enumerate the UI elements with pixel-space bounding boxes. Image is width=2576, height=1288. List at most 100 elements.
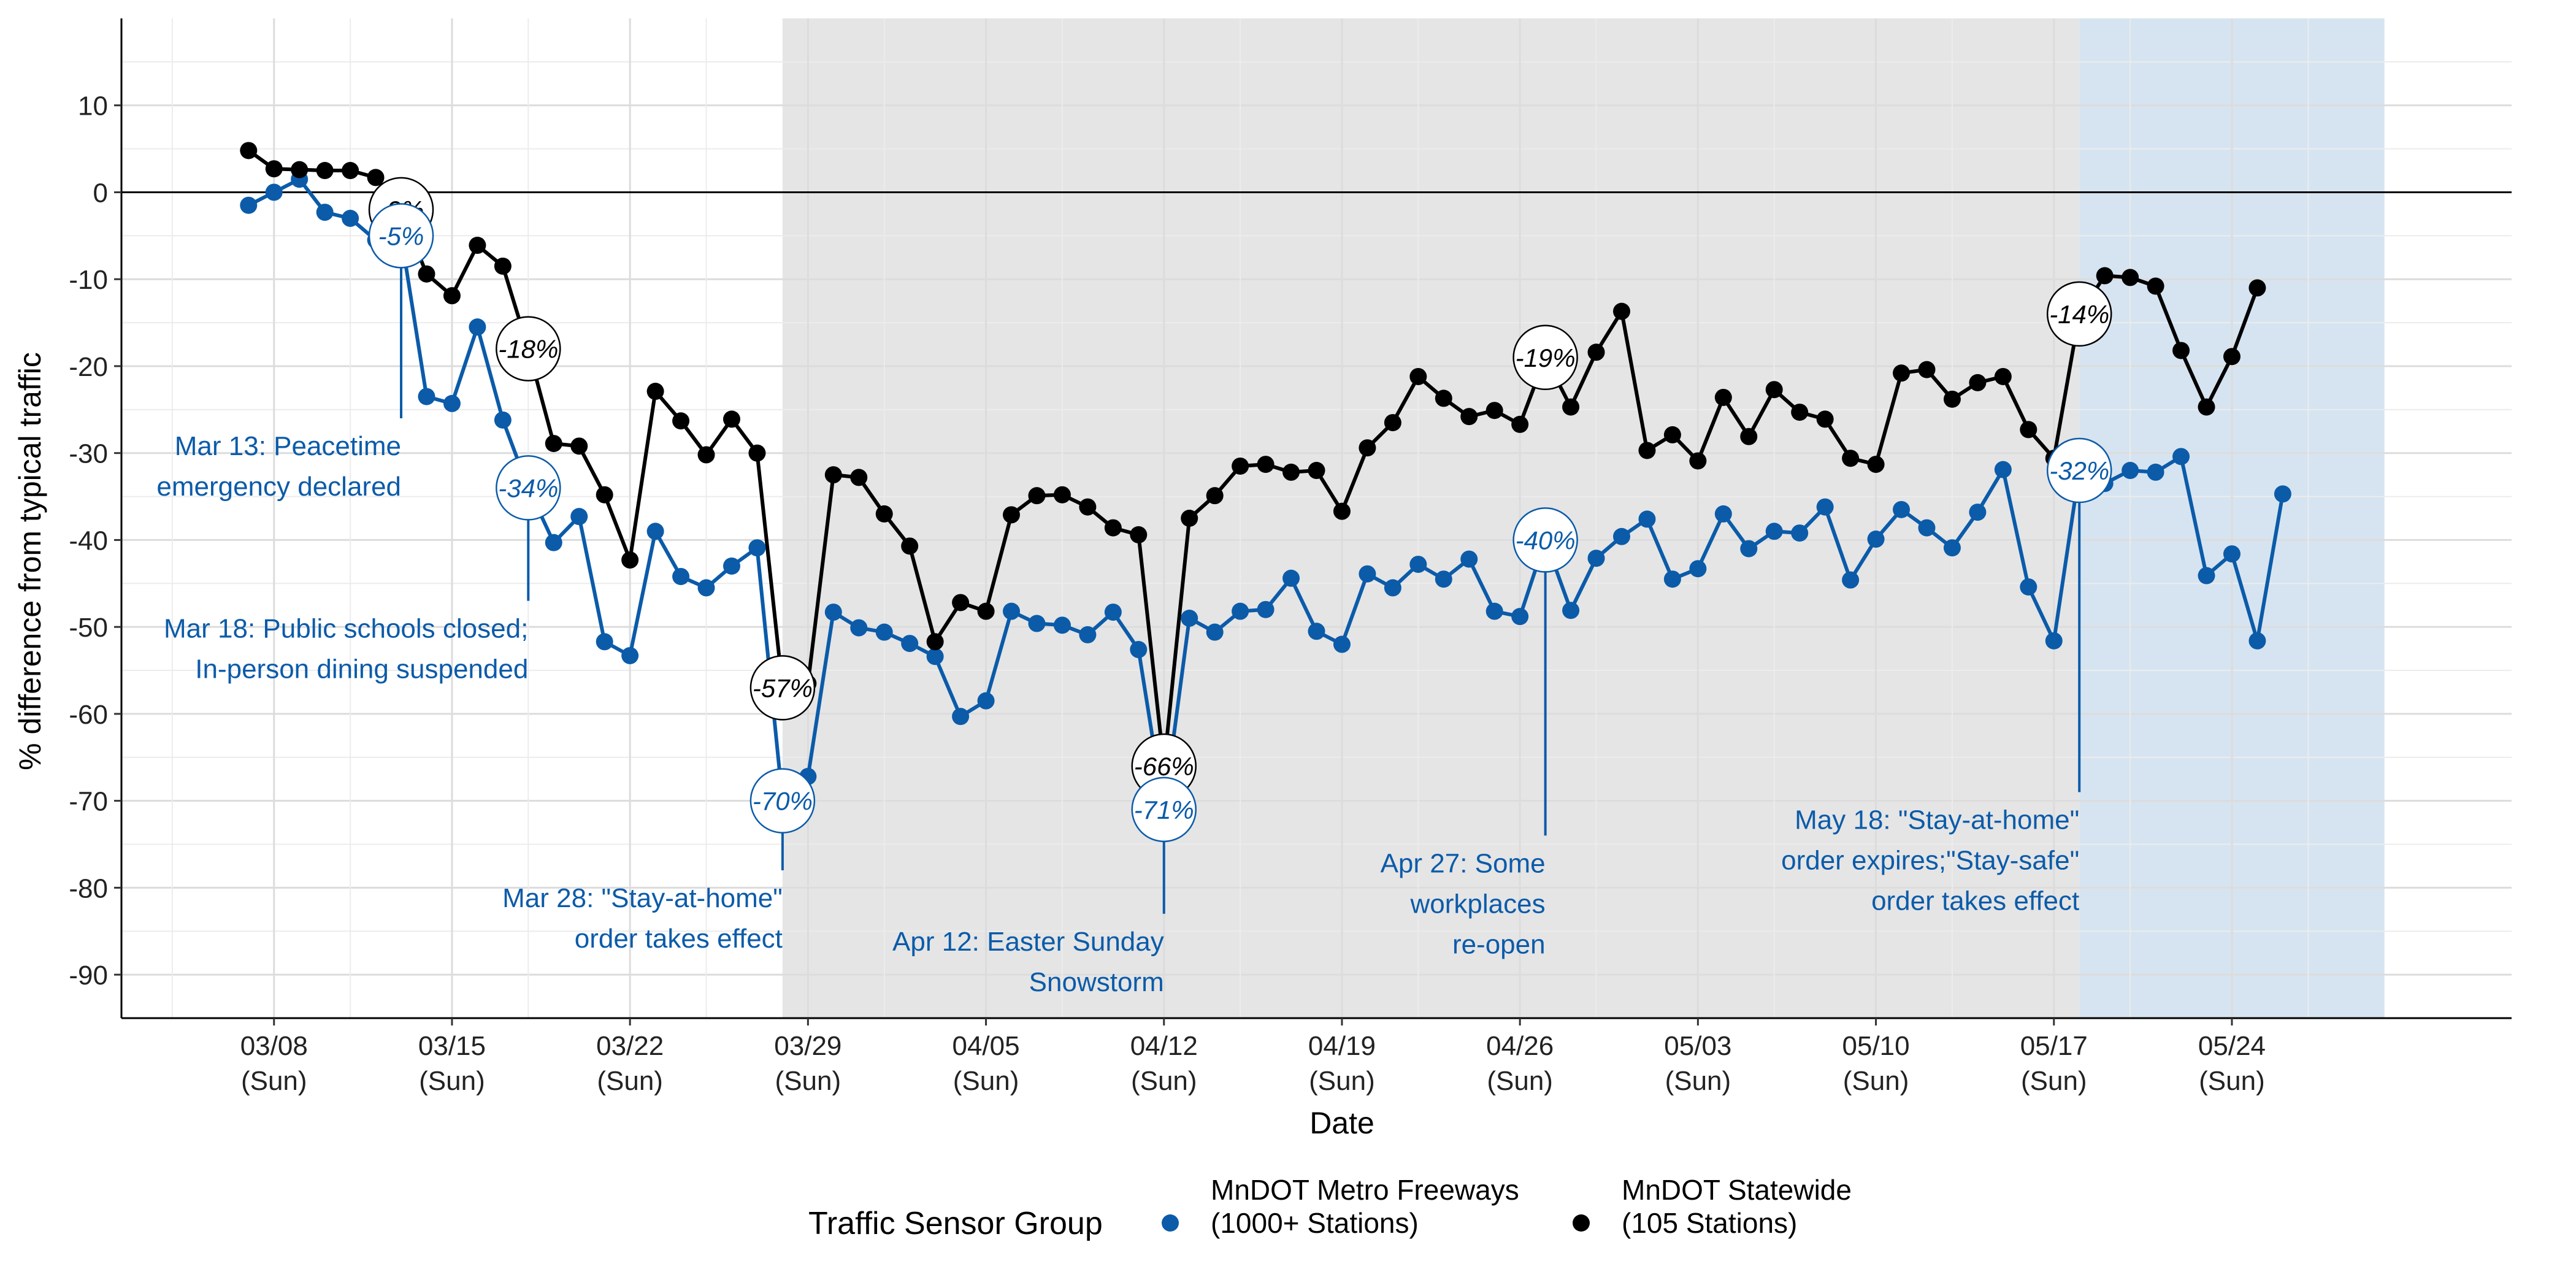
axes: 10 0 -10 -20 -30 -40 -50 -60 -70 -80 -90 03/08 (Sun)… [69, 18, 2512, 1096]
legend: Traffic Sensor Group MnDOT Metro Freeway… [808, 1174, 1852, 1241]
series-point-1 [1181, 510, 1198, 527]
series-point-0 [1816, 498, 1834, 516]
series-point-1 [265, 160, 283, 178]
value-label: -18% [498, 335, 558, 364]
series-point-1 [1308, 462, 1325, 480]
y-tick-label: -10 [69, 265, 108, 295]
series-point-0 [1232, 602, 1249, 620]
value-label-circle [1512, 507, 1578, 573]
series-point-1 [1740, 427, 1758, 445]
series-point-1 [1867, 456, 1885, 473]
series-point-0 [748, 539, 766, 557]
series-point-1 [850, 469, 868, 486]
series-point-0 [1842, 571, 1860, 589]
series-point-0 [1104, 604, 1122, 621]
series-point-0 [2198, 567, 2215, 585]
value-label: -57% [753, 673, 813, 702]
series-point-1 [672, 412, 690, 430]
series-point-1 [2248, 279, 2266, 297]
series-point-0 [2147, 463, 2164, 481]
series-point-0 [952, 708, 970, 726]
series-point-0 [1181, 610, 1198, 627]
x-tick-label: 05/10 [1842, 1031, 1910, 1061]
series-point-0 [901, 635, 919, 653]
value-label: -40% [1516, 526, 1576, 554]
x-tick-sublabel: (Sun) [241, 1066, 307, 1096]
x-tick-sublabel: (Sun) [2021, 1066, 2087, 1096]
annotation-text: order takes effect [1871, 886, 2079, 916]
series-point-1 [1053, 486, 1071, 504]
series-point-0 [926, 648, 944, 665]
value-label: -66% [1134, 752, 1194, 781]
x-tick-label: 03/08 [240, 1031, 308, 1061]
y-tick-label: 0 [93, 178, 108, 208]
series-point-0 [1282, 569, 1300, 587]
x-tick-label: 05/24 [2198, 1031, 2266, 1061]
annotation-lines [400, 236, 2081, 914]
value-label-circle [749, 768, 816, 834]
series-point-1 [1232, 457, 1249, 475]
series-point-1 [494, 257, 512, 275]
y-tick-label: -80 [69, 873, 108, 903]
value-label: -34% [498, 473, 558, 502]
value-label-circle [496, 316, 561, 381]
series-point-0 [1485, 602, 1503, 620]
series-point-0 [2172, 448, 2190, 466]
series-point-1 [621, 551, 639, 569]
series-point-0 [2223, 545, 2241, 563]
series-point-0 [316, 204, 334, 221]
annotation-text: Mar 18: Public schools closed; [164, 614, 528, 644]
y-tick-label: 10 [78, 91, 108, 121]
series-point-0 [1663, 570, 1681, 588]
series-point-1 [1003, 506, 1021, 524]
annotation-text: In-person dining suspended [195, 654, 528, 684]
series-point-1 [1333, 502, 1351, 520]
annotation-text: workplaces [1410, 889, 1546, 919]
legend-label-1: MnDOT Statewide [1622, 1174, 1852, 1206]
series-point-1 [1638, 442, 1656, 459]
series-point-1 [2198, 398, 2215, 416]
annotation-text: Mar 28: "Stay-at-home" [502, 883, 783, 913]
series-point-0 [646, 523, 664, 540]
series-point-1 [1587, 343, 1605, 361]
series-point-1 [570, 437, 588, 455]
y-tick-label: -60 [69, 700, 108, 730]
annotation-texts: Mar 13: Peacetime emergency declared Mar 1… [156, 431, 2079, 997]
series-point-0 [265, 183, 283, 201]
series-point-1 [1384, 414, 1401, 432]
series-point-1 [2096, 267, 2114, 285]
series-point-1 [977, 602, 995, 620]
y-tick-label: -20 [69, 352, 108, 382]
x-tick-sublabel: (Sun) [953, 1066, 1019, 1096]
series-point-0 [723, 557, 740, 575]
series-point-1 [1689, 452, 1707, 470]
x-tick-label: 03/15 [418, 1031, 486, 1061]
value-label-circle [2046, 437, 2112, 504]
series-point-1 [1130, 526, 1148, 543]
series-point-0 [2045, 632, 2063, 650]
annotation-text: Apr 27: Some [1381, 848, 1546, 878]
series-point-1 [1943, 390, 1961, 408]
value-label-circle [496, 455, 561, 521]
series-point-0 [977, 692, 995, 710]
legend-label-0: (1000+ Stations) [1211, 1207, 1419, 1239]
series-point-1 [1969, 374, 1987, 391]
series-point-1 [1359, 439, 1376, 457]
series-point-1 [469, 236, 486, 254]
series-point-1 [342, 162, 359, 180]
x-tick-sublabel: (Sun) [1309, 1066, 1375, 1096]
y-tick-label: -40 [69, 526, 108, 556]
series-point-0 [1714, 505, 1732, 523]
series-point-1 [901, 537, 919, 555]
annotation-text: Mar 13: Peacetime [175, 431, 401, 461]
series-point-1 [2122, 269, 2139, 286]
series-point-0 [875, 623, 893, 641]
series-point-0 [621, 646, 639, 664]
series-point-1 [1511, 415, 1529, 433]
series-point-0 [1130, 641, 1148, 659]
x-tick-sublabel: (Sun) [775, 1066, 841, 1096]
series-point-0 [672, 567, 690, 585]
series-point-0 [1206, 623, 1224, 641]
series-point-1 [1791, 404, 1809, 421]
series-point-0 [1079, 626, 1097, 643]
